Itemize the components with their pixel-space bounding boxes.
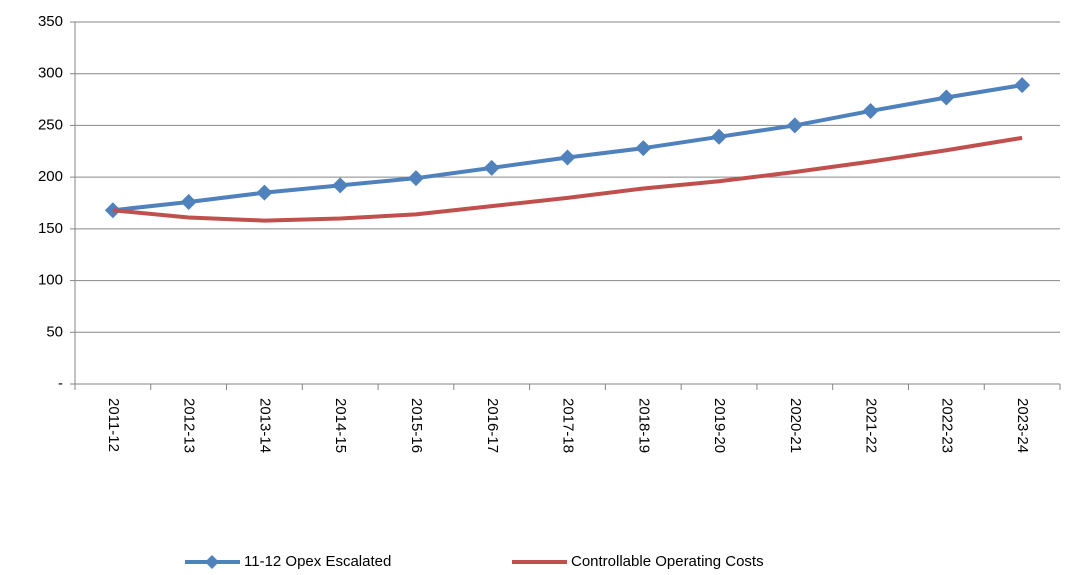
- x-tick-label: 2017-18: [560, 398, 577, 453]
- legend-marker: [205, 555, 219, 569]
- x-tick-label: 2023-24: [1014, 398, 1031, 453]
- data-point: [180, 193, 197, 210]
- data-point: [711, 128, 728, 145]
- y-tick-label: 200: [38, 168, 63, 185]
- data-point: [862, 102, 879, 119]
- y-tick-label: 250: [38, 116, 63, 133]
- data-point: [786, 117, 803, 134]
- data-point: [938, 89, 955, 106]
- x-tick-label: 2016-17: [484, 398, 501, 453]
- data-point: [256, 184, 273, 201]
- x-tick-label: 2015-16: [408, 398, 425, 453]
- x-tick-label: 2020-21: [787, 398, 804, 453]
- x-tick-label: 2021-22: [863, 398, 880, 453]
- series-line: [112, 135, 1023, 223]
- x-tick-label: 2018-19: [635, 398, 652, 453]
- y-tick-label: 100: [38, 272, 63, 289]
- y-tick-label: 150: [38, 220, 63, 237]
- data-point: [483, 159, 500, 176]
- x-tick-label: 2022-23: [938, 398, 955, 453]
- data-point: [332, 177, 349, 194]
- x-tick-label: 2019-20: [711, 398, 728, 453]
- data-point: [635, 140, 652, 157]
- y-tick-label: -: [58, 375, 63, 392]
- data-point: [559, 149, 576, 166]
- x-tick-label: 2011-12: [105, 398, 122, 452]
- legend-label: Controllable Operating Costs: [571, 553, 764, 570]
- x-tick-label: 2012-13: [181, 398, 198, 453]
- x-tick-label: 2013-14: [256, 398, 273, 453]
- data-point: [1014, 77, 1031, 94]
- data-point: [407, 170, 424, 187]
- series-line: [112, 83, 1023, 213]
- legend-label: 11-12 Opex Escalated: [244, 553, 391, 570]
- x-tick-label: 2014-15: [332, 398, 349, 453]
- y-tick-label: 300: [38, 65, 63, 82]
- y-tick-label: 50: [46, 323, 63, 340]
- y-tick-label: 350: [38, 13, 63, 30]
